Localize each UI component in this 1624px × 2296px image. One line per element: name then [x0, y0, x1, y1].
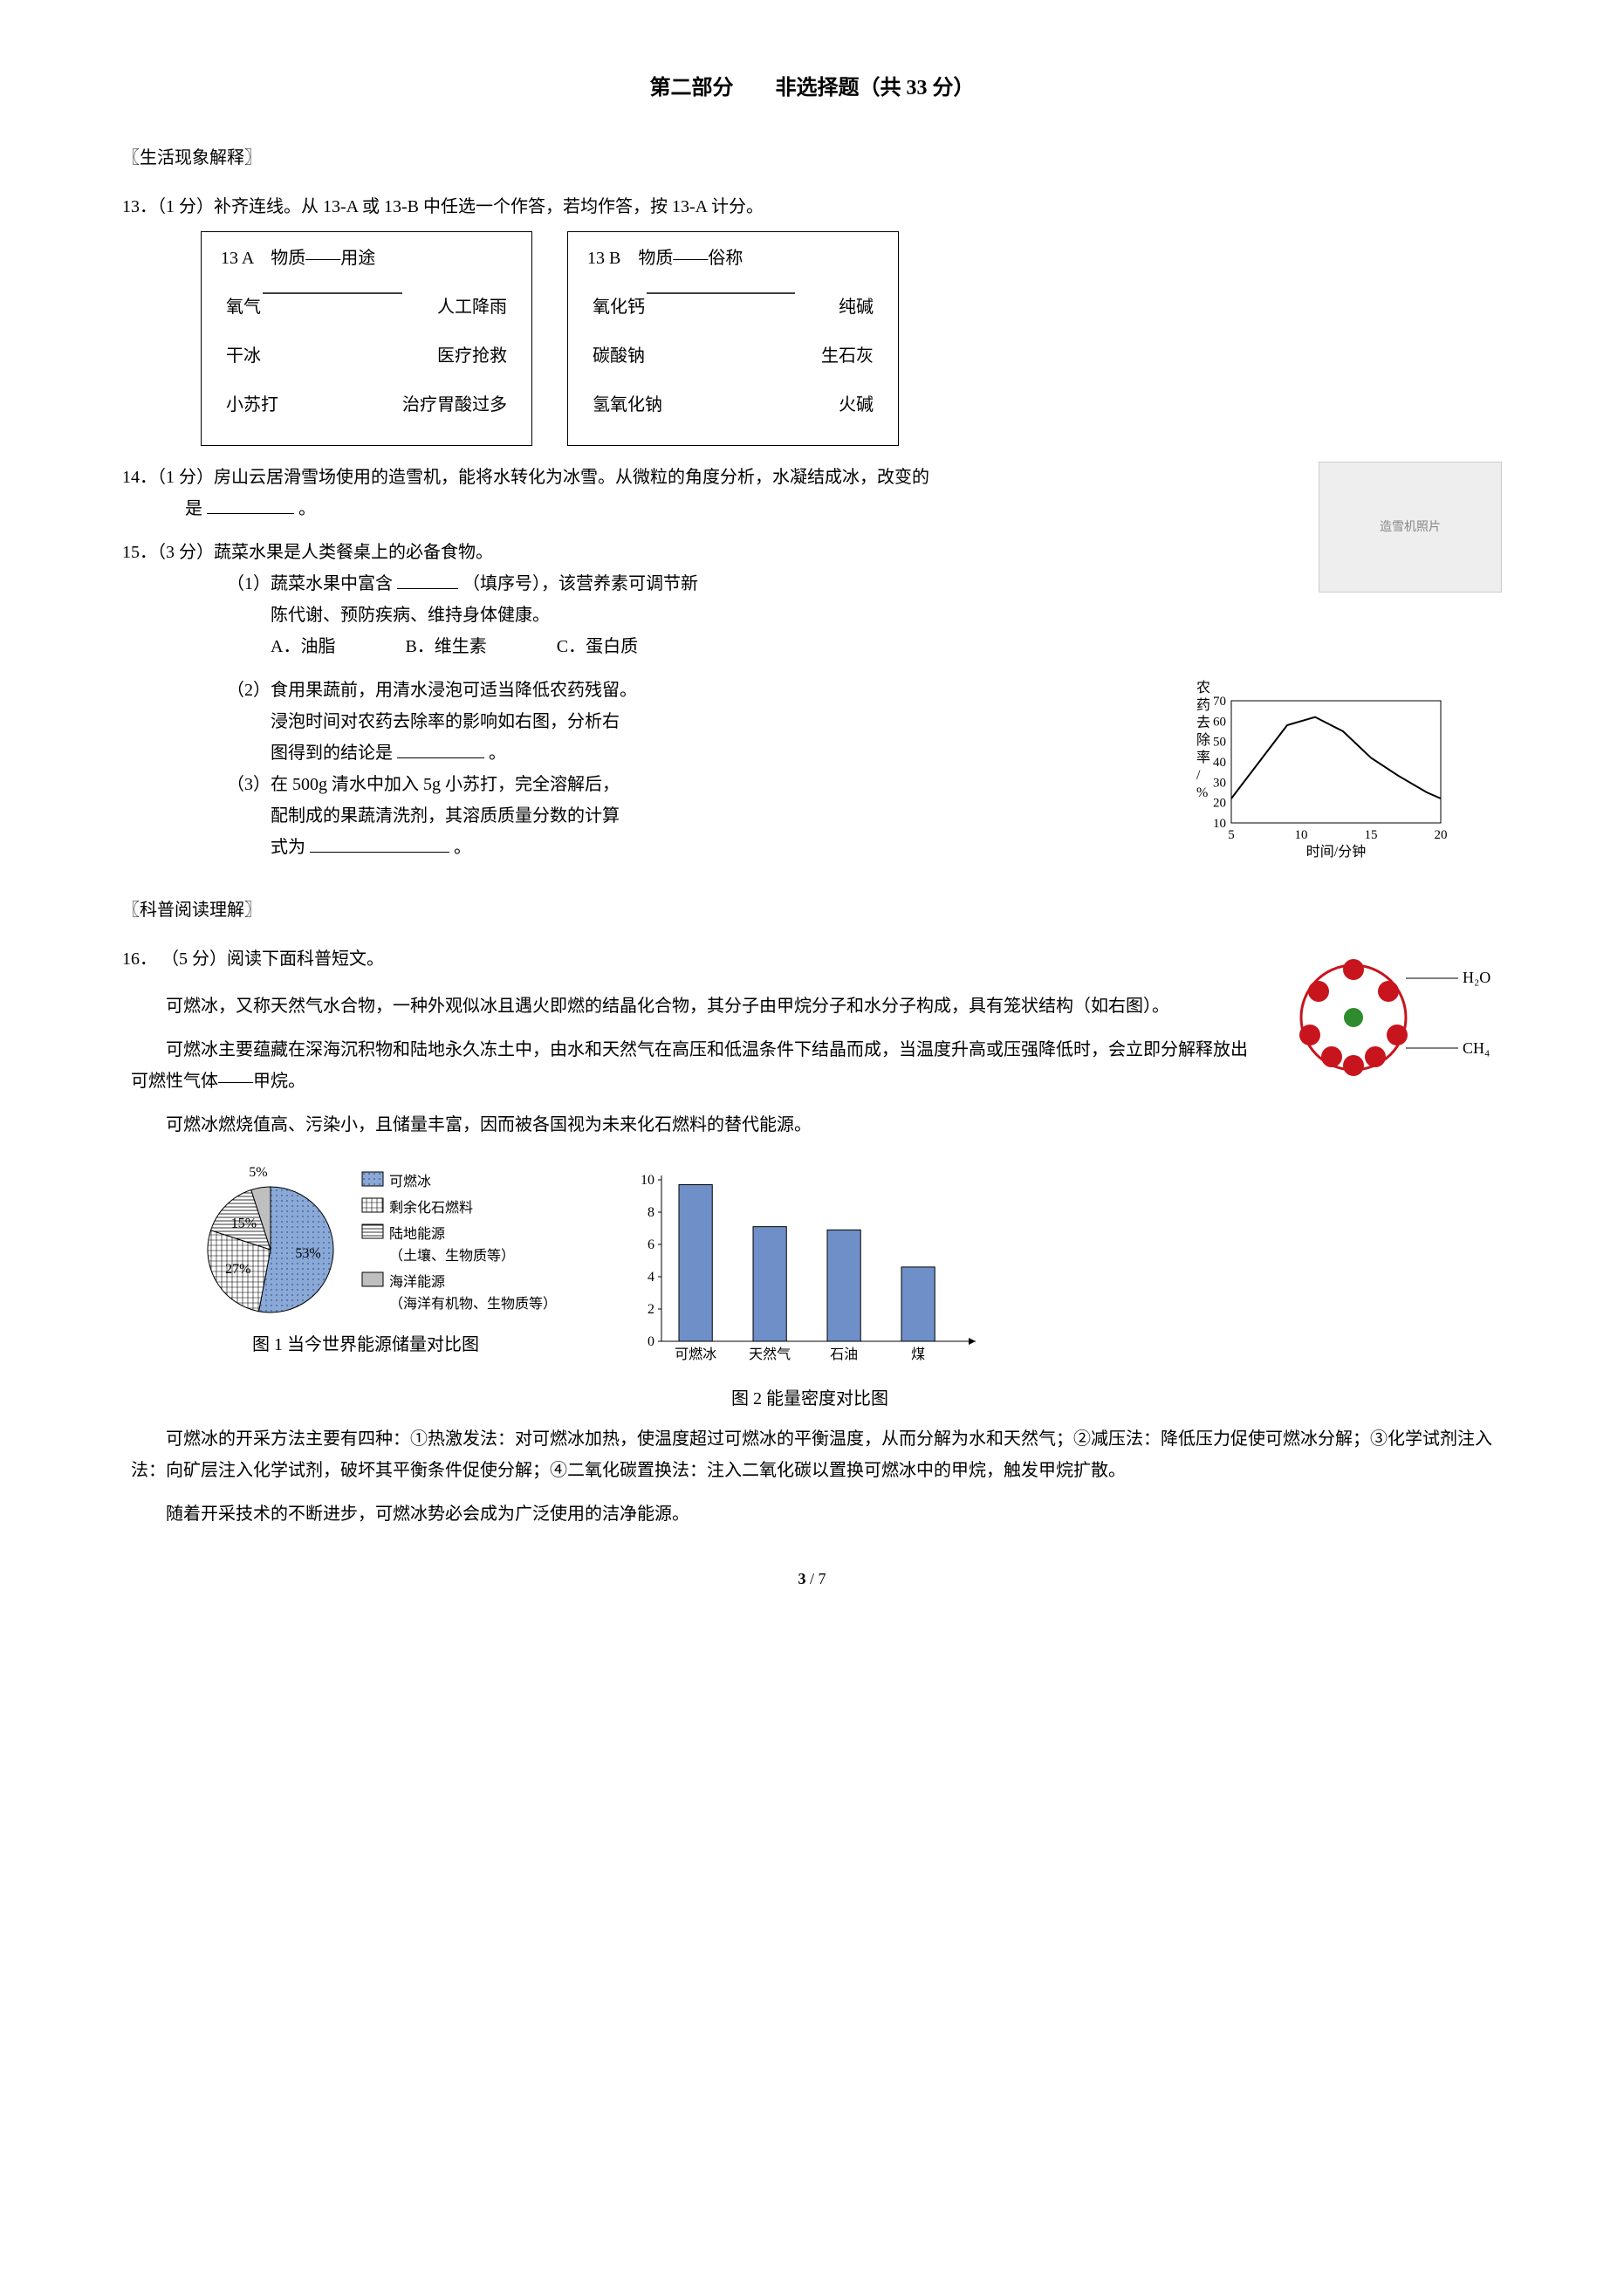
q13a-title: 13 A 物质——用途 [221, 243, 512, 274]
q15-3-blank[interactable] [310, 832, 449, 853]
q15-2d: 。 [489, 744, 506, 763]
q15-1-blank[interactable] [397, 568, 458, 589]
q13b-l2: 氢氧化钠 [593, 389, 662, 421]
svg-text:27%: 27% [225, 1262, 250, 1277]
svg-text:30: 30 [1213, 777, 1226, 791]
svg-text:10: 10 [1213, 817, 1226, 831]
svg-text:时间/分钟: 时间/分钟 [1306, 844, 1366, 858]
svg-text:20: 20 [1213, 797, 1226, 811]
q15-choice-b: B．维生素 [405, 631, 486, 662]
q13a-l2: 小苏打 [226, 389, 278, 421]
q13-box-b: 13 B 物质——俗称 氧化钙 纯碱 碳酸钠 生石灰 氢氧化钠 火碱 [567, 231, 899, 446]
svg-text:5: 5 [1228, 828, 1235, 842]
q16-p3: 可燃冰燃烧值高、污染小，且储量丰富，因而被各国视为未来化石燃料的替代能源。 [122, 1109, 1502, 1141]
q15-1c: 陈代谢、预防疾病、维持身体健康。 [122, 600, 1502, 631]
svg-text:农: 农 [1196, 680, 1210, 696]
svg-text:10: 10 [1295, 828, 1308, 842]
q13b-r2: 火碱 [839, 389, 874, 421]
q15-2-blank[interactable] [397, 737, 484, 758]
q14: 14．（1 分）房山云居滑雪场使用的造雪机，能将水转化为冰雪。从微粒的角度分析，… [122, 462, 1502, 524]
q14-blank[interactable] [207, 493, 294, 514]
q15-3d: 。 [454, 838, 471, 857]
q13b-r1: 生石灰 [821, 340, 874, 372]
q13: 13．（1 分）补齐连线。从 13-A 或 13-B 中任选一个作答，若均作答，… [122, 191, 1502, 446]
svg-text:药: 药 [1196, 697, 1210, 713]
svg-text:15%: 15% [231, 1217, 257, 1231]
q16-p4: 可燃冰的开采方法主要有四种：①热激发法：对可燃冰加热，使温度超过可燃冰的平衡温度… [122, 1423, 1502, 1486]
q13-stem: 13．（1 分）补齐连线。从 13-A 或 13-B 中任选一个作答，若均作答，… [122, 191, 1502, 223]
svg-text:除: 除 [1196, 732, 1210, 748]
snow-machine-image: 造雪机照片 [1319, 462, 1502, 593]
q16-charts: 53% 27% 15% 5% 可燃冰剩余化石燃料陆地能源 （土壤、生物质等）海洋能源 … [175, 1167, 1502, 1415]
q14-line2a: 是 [185, 499, 202, 518]
svg-text:煤: 煤 [911, 1347, 925, 1362]
svg-text:15: 15 [1365, 828, 1378, 842]
svg-text:5%: 5% [249, 1167, 267, 1180]
svg-text:50: 50 [1213, 736, 1226, 750]
svg-text:20: 20 [1435, 828, 1448, 842]
section-life: 〖生活现象解释〗 [122, 142, 1502, 174]
svg-text:去: 去 [1196, 715, 1210, 730]
q15: 15．（3 分）蔬菜水果是人类餐桌上的必备食物。 （1）蔬菜水果中富含 （填序号… [122, 537, 1502, 662]
q13a-l1: 干冰 [226, 340, 261, 372]
q13a-l0: 氧气 [226, 291, 261, 323]
bar-caption: 图 2 能量密度对比图 [627, 1383, 993, 1415]
q15-choice-c: C．蛋白质 [557, 631, 638, 662]
pie-block: 53% 27% 15% 5% 可燃冰剩余化石燃料陆地能源 （土壤、生物质等）海洋能源 … [175, 1167, 557, 1360]
q13a-r1: 医疗抢救 [437, 340, 507, 372]
bar-block: 0 2 4 6 8 10 可燃冰 天然气 石油 煤 图 2 能量密度对比图 [627, 1167, 993, 1415]
q16: H₂O CH₄ 16． （5 分）阅读下面科普短文。 可燃冰，又称天然气水合物，… [122, 943, 1502, 1153]
svg-text:40: 40 [1213, 756, 1226, 770]
svg-text:H₂O: H₂O [1463, 969, 1490, 986]
q15-choice-a: A．油脂 [271, 631, 335, 662]
svg-text:6: 6 [648, 1237, 654, 1252]
pie-caption: 图 1 当今世界能源储量对比图 [175, 1329, 557, 1360]
svg-text:8: 8 [648, 1205, 654, 1220]
svg-text:可燃冰: 可燃冰 [675, 1347, 716, 1362]
q15-1a: （1）蔬菜水果中富含 [227, 574, 393, 593]
q15-line-chart: 农药去除率/%102030405060705101520时间/分钟 [1188, 675, 1502, 868]
q13b-l1: 碳酸钠 [593, 340, 645, 372]
molecule-image: H₂O CH₄ [1275, 943, 1502, 1092]
svg-text:率: 率 [1196, 750, 1210, 765]
q15-1b: （填序号），该营养素可调节新 [463, 574, 698, 593]
svg-text:%: % [1196, 785, 1208, 800]
svg-text:0: 0 [648, 1334, 654, 1349]
pie-legend: 可燃冰剩余化石燃料陆地能源 （土壤、生物质等）海洋能源 （海洋有机物、生物质等） [361, 1171, 557, 1319]
section-reading: 〖科普阅读理解〗 [122, 894, 1502, 926]
pie-chart: 53% 27% 15% 5% [175, 1167, 349, 1324]
svg-text:CH₄: CH₄ [1463, 1039, 1490, 1057]
bar-chart: 0 2 4 6 8 10 可燃冰 天然气 石油 煤 [627, 1167, 993, 1367]
q13b-l0: 氧化钙 [593, 291, 645, 323]
svg-text:石油: 石油 [830, 1347, 858, 1362]
part-title: 第二部分 非选择题（共 33 分） [122, 70, 1502, 107]
q16-p5: 随着开采技术的不断进步，可燃冰势必会成为广泛使用的洁净能源。 [122, 1498, 1502, 1530]
page-number: 3 / 7 [122, 1565, 1502, 1593]
q13-box-a: 13 A 物质——用途 氧气 人工降雨 干冰 医疗抢救 小苏打 治疗胃酸过多 [201, 231, 532, 446]
q13a-r2: 治疗胃酸过多 [402, 389, 507, 421]
q15-2c: 图得到的结论是 [271, 744, 393, 763]
svg-text:53%: 53% [295, 1246, 320, 1261]
q13b-r0: 纯碱 [839, 291, 874, 323]
svg-text:2: 2 [648, 1302, 654, 1317]
svg-text:60: 60 [1213, 716, 1226, 730]
svg-text:天然气: 天然气 [749, 1347, 791, 1362]
q15-stem: 15．（3 分）蔬菜水果是人类餐桌上的必备食物。 [122, 537, 1502, 568]
q13b-title: 13 B 物质——俗称 [587, 243, 879, 274]
svg-text:10: 10 [641, 1173, 654, 1188]
svg-text:4: 4 [648, 1270, 654, 1285]
svg-text:70: 70 [1213, 695, 1226, 709]
svg-text:/: / [1196, 768, 1201, 783]
q15-3c: 式为 [271, 838, 305, 857]
q14-line2b: 。 [298, 499, 316, 518]
q14-line1: 14．（1 分）房山云居滑雪场使用的造雪机，能将水转化为冰雪。从微粒的角度分析，… [122, 462, 1502, 493]
q13a-r0: 人工降雨 [437, 291, 507, 323]
